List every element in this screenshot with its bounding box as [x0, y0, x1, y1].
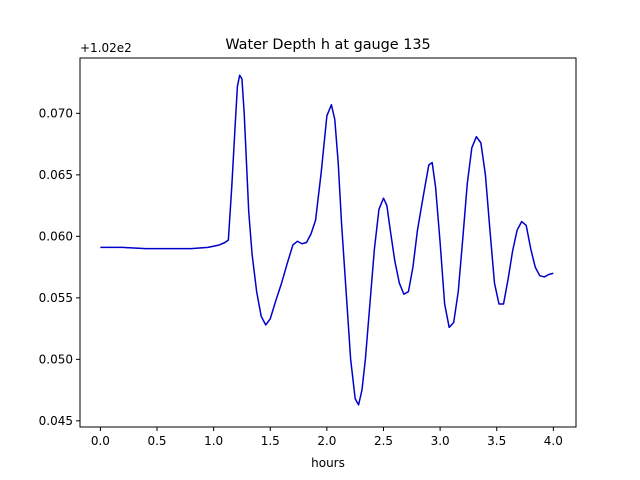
x-axis: 0.0 0.5 1.0 1.5 2.0 2.5 3.0 3.5 4.0 — [91, 427, 563, 448]
x-tick-label: 0.0 — [91, 434, 110, 448]
x-tick-label: 3.0 — [431, 434, 450, 448]
axes-frame — [79, 57, 577, 428]
y-tick-label: 0.055 — [39, 291, 73, 305]
x-tick-label: 2.5 — [374, 434, 393, 448]
y-tick-label: 0.065 — [39, 168, 73, 182]
x-tick-label: 3.5 — [487, 434, 506, 448]
x-axis-label: hours — [311, 456, 345, 470]
x-tick-label: 2.0 — [317, 434, 336, 448]
y-axis-offset-label: +1.02e2 — [80, 41, 132, 55]
series-line — [100, 74, 554, 406]
x-tick-label: 0.5 — [147, 434, 166, 448]
y-axis: 0.045 0.050 0.055 0.060 0.065 0.070 — [39, 106, 80, 428]
y-tick-label: 0.045 — [39, 414, 73, 428]
y-tick-label: 0.050 — [39, 352, 73, 366]
y-tick-label: 0.060 — [39, 229, 73, 243]
plot-area — [100, 74, 554, 406]
x-tick-label: 1.5 — [261, 434, 280, 448]
y-tick-label: 0.070 — [39, 106, 73, 120]
chart-title: Water Depth h at gauge 135 — [225, 37, 430, 53]
x-tick-label: 4.0 — [544, 434, 563, 448]
x-tick-label: 1.0 — [204, 434, 223, 448]
